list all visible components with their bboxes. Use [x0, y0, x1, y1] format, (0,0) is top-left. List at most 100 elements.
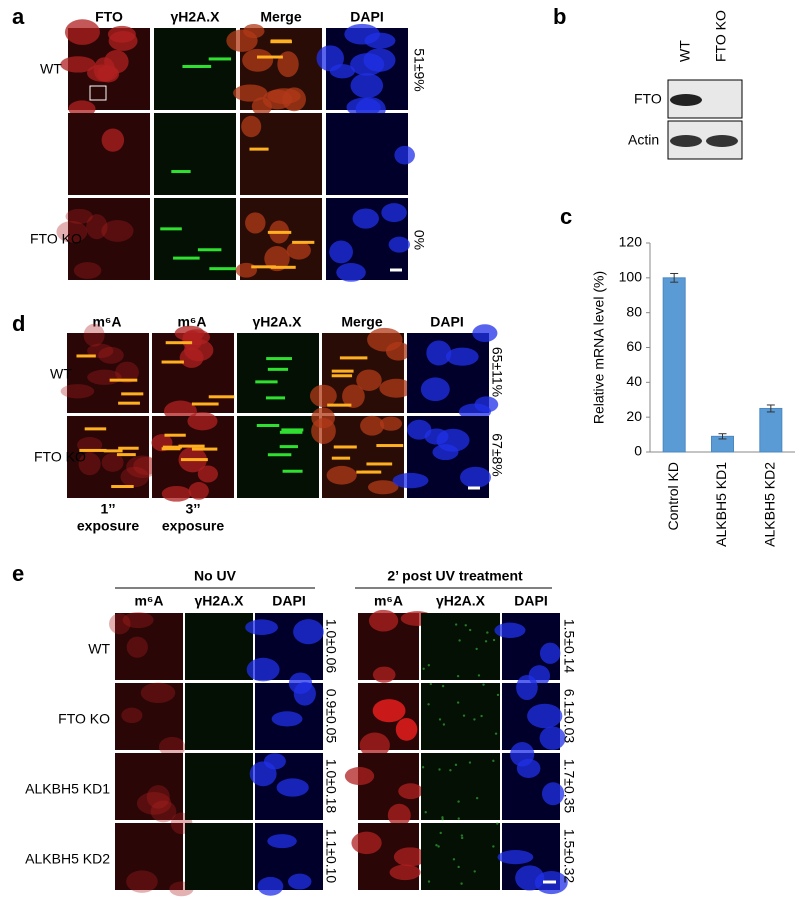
nucleus [83, 323, 105, 347]
y-tick-label: 100 [619, 269, 643, 285]
damage-stripe [331, 369, 354, 373]
quantification: 1.5±0.14 [561, 619, 577, 674]
micrograph-bg [115, 753, 183, 820]
nucleus [372, 666, 396, 683]
damage-stripe [333, 445, 357, 449]
damage-stripe [376, 444, 404, 448]
foci [477, 674, 481, 677]
y-tick-label: 40 [626, 373, 642, 389]
micrograph [344, 753, 423, 827]
damage-stripe [331, 456, 351, 460]
foci [442, 723, 446, 726]
damage-stripe [84, 427, 107, 431]
nucleus [364, 32, 396, 49]
nucleus [150, 800, 177, 823]
band [670, 94, 702, 106]
damage-stripe [209, 267, 236, 271]
micrograph [421, 682, 500, 750]
micrograph [255, 672, 323, 750]
micrograph [255, 823, 323, 896]
nucleus [497, 850, 534, 865]
foci [460, 882, 463, 885]
exposure-label: 3’’ [185, 501, 200, 517]
quantification: 6.1±0.03 [561, 689, 577, 744]
row-label: ALKBH5 KD1 [25, 781, 110, 797]
nucleus [510, 742, 535, 767]
nucleus [287, 873, 312, 890]
panel-label: a [12, 4, 25, 29]
damage-stripe [270, 265, 296, 269]
micrograph-bg [115, 683, 183, 750]
nucleus [267, 88, 301, 104]
micrograph [154, 28, 236, 110]
nucleus [432, 444, 459, 461]
damage-stripe [171, 170, 191, 174]
micrograph-bg [421, 823, 500, 890]
micrograph [421, 822, 500, 890]
column-header: DAPI [430, 314, 463, 330]
nucleus [342, 384, 365, 409]
column-header: m⁶A [134, 593, 163, 609]
damage-stripe [292, 240, 315, 244]
micrograph [421, 613, 500, 680]
y-axis-label: Relative mRNA level (%) [591, 271, 607, 424]
nucleus [267, 834, 297, 849]
foci [492, 638, 496, 642]
band-label: Actin [628, 132, 659, 148]
row-label: WT [88, 641, 110, 657]
foci [421, 766, 425, 769]
nucleus [406, 419, 432, 440]
damage-stripe [281, 428, 304, 432]
column-header: m⁶A [177, 314, 206, 330]
exposure-label: 1’’ [100, 501, 115, 517]
nucleus [115, 361, 139, 384]
nucleus [356, 369, 382, 392]
y-tick-label: 20 [626, 408, 642, 424]
damage-stripe [366, 462, 393, 466]
damage-stripe [249, 147, 269, 151]
quantification: 1.1±0.10 [323, 829, 339, 884]
micrograph [154, 198, 236, 280]
nucleus [360, 415, 385, 436]
nucleus [539, 642, 561, 664]
x-tick-label: ALKBH5 KD2 [762, 462, 778, 547]
micrograph [309, 327, 414, 413]
damage-stripe [265, 396, 286, 400]
nucleus [350, 53, 385, 76]
micrograph-bg [115, 613, 183, 680]
row-label: FTO KO [34, 449, 86, 465]
micrograph [115, 753, 183, 823]
nucleus [458, 403, 492, 421]
damage-stripe [165, 341, 193, 345]
y-tick-label: 80 [626, 303, 642, 319]
micrograph [245, 613, 324, 682]
nucleus [389, 864, 421, 881]
damage-stripe [279, 430, 303, 434]
nucleus [288, 672, 313, 694]
foci [492, 759, 495, 763]
foci [454, 623, 458, 626]
foci [484, 640, 488, 643]
nucleus [233, 84, 268, 102]
nucleus [77, 436, 103, 453]
nucleus [87, 343, 114, 359]
nucleus [329, 64, 355, 79]
foci [438, 718, 442, 721]
nucleus [101, 220, 134, 242]
micrograph [249, 753, 323, 820]
micrograph-bg [67, 333, 149, 413]
foci [452, 858, 456, 861]
foci [473, 718, 476, 721]
damage-stripe [256, 55, 283, 59]
nucleus [368, 609, 399, 632]
nucleus [359, 732, 390, 759]
damage-stripe [162, 445, 182, 449]
nucleus [122, 611, 154, 629]
damage-stripe [331, 374, 353, 378]
foci [496, 822, 499, 825]
nucleus [245, 212, 266, 234]
nucleus [241, 115, 262, 138]
panel-label: b [553, 4, 566, 29]
nucleus [426, 340, 452, 366]
